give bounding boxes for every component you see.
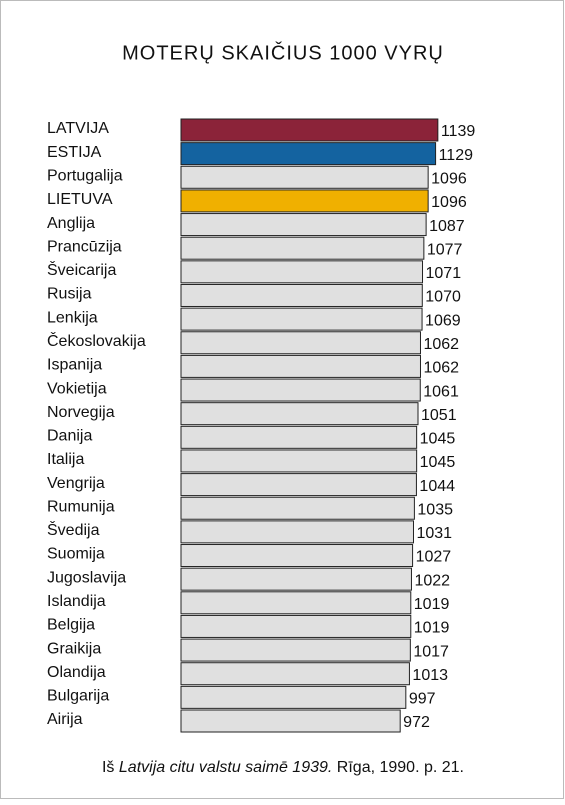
value-label: 1062: [423, 336, 459, 353]
value-label: 1129: [439, 147, 474, 164]
category-label: Airija: [47, 711, 83, 728]
category-label: Vengrija: [47, 475, 105, 492]
category-label: Portugalija: [47, 167, 123, 184]
category-label: Belgija: [47, 617, 95, 634]
bar: [180, 591, 412, 615]
bar: [180, 118, 439, 142]
value-label: 1022: [414, 572, 450, 589]
value-label: 1045: [420, 431, 456, 448]
value-label: 1062: [423, 360, 459, 377]
bar: [180, 685, 407, 709]
value-label: 1070: [425, 289, 461, 306]
category-label: Graikija: [47, 640, 101, 657]
category-label: Olandija: [47, 664, 106, 681]
value-label: 1096: [431, 194, 467, 211]
value-label: 1035: [417, 501, 453, 518]
value-label: 1013: [412, 667, 448, 684]
category-label: Čekoslovakija: [47, 331, 146, 350]
bar: [180, 213, 427, 237]
category-label: Rusija: [47, 286, 92, 303]
category-label: Norvegija: [47, 404, 115, 421]
category-label: LIETUVA: [47, 191, 113, 208]
bar: [180, 520, 414, 544]
value-label: 1096: [431, 170, 467, 187]
value-label: 1019: [414, 620, 450, 637]
value-label: 1045: [420, 454, 456, 471]
source: Iš Latvija citu valstu saimē 1939. Rīga,…: [102, 759, 464, 776]
bar: [180, 165, 429, 189]
bar: [180, 283, 423, 307]
bar: [180, 709, 401, 733]
category-label: Švedija: [47, 520, 100, 539]
category-label: ESTIJA: [47, 144, 102, 161]
chart-title: MOTERŲ SKAIČIUS 1000 VYRŲ: [122, 41, 444, 64]
category-label: Vokietija: [47, 380, 107, 397]
value-label: 1077: [427, 241, 463, 258]
value-label: 1031: [416, 525, 452, 542]
bar: [180, 260, 424, 284]
bar: [180, 354, 421, 378]
bar: [180, 402, 419, 426]
bar: [180, 189, 429, 213]
value-label: 997: [409, 691, 436, 708]
bar: [180, 473, 417, 497]
value-label: 972: [403, 714, 430, 731]
bar: [180, 662, 410, 686]
value-label: 1139: [441, 123, 476, 140]
category-label: Anglija: [47, 215, 95, 232]
value-label: 1019: [414, 596, 450, 613]
category-label: LATVIJA: [47, 120, 109, 137]
category-label: Lenkija: [47, 309, 98, 326]
category-label: Šveicarija: [47, 260, 116, 279]
value-label: 1044: [419, 478, 455, 495]
bar: [180, 544, 414, 568]
source-prefix: Iš: [102, 759, 114, 776]
category-label: Islandija: [47, 593, 106, 610]
category-label: Jugoslavija: [47, 569, 126, 586]
bar: [180, 449, 418, 473]
category-label: Danija: [47, 428, 92, 445]
category-label: Rumunija: [47, 498, 115, 515]
bar: [180, 142, 437, 166]
bar: [180, 236, 425, 260]
value-label: 1087: [429, 218, 465, 235]
value-label: 1027: [416, 549, 452, 566]
value-label: 1071: [426, 265, 462, 282]
value-label: 1017: [413, 643, 449, 660]
source-rest: Rīga, 1990. p. 21.: [337, 759, 464, 776]
value-label: 1051: [421, 407, 457, 424]
bar: [180, 638, 411, 662]
bar: [180, 614, 412, 638]
category-label: Bulgarija: [47, 688, 109, 705]
category-label: Prancūzija: [47, 238, 122, 255]
value-label: 1069: [425, 312, 461, 329]
bar: [180, 331, 421, 355]
category-label: Italija: [47, 451, 84, 468]
category-label: Suomija: [47, 546, 105, 563]
bar: [180, 378, 421, 402]
bar: [180, 496, 415, 520]
bar: [180, 567, 412, 591]
value-label: 1061: [423, 383, 459, 400]
bar: [180, 425, 418, 449]
source-work: Latvija citu valstu saimē 1939.: [119, 759, 332, 776]
bar: [180, 307, 423, 331]
category-label: Ispanija: [47, 357, 102, 374]
